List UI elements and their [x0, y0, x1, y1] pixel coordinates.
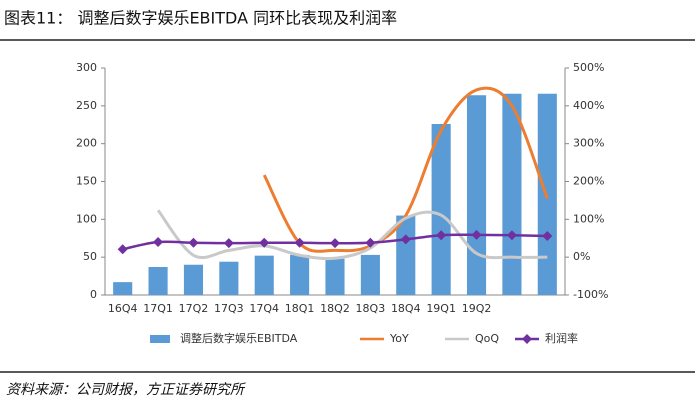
x-tick-label: 17Q1 [143, 302, 173, 315]
y2-tick-label: 300% [573, 137, 604, 150]
y-tick-label: 50 [83, 250, 97, 263]
x-tick-label: 18Q3 [356, 302, 386, 315]
bar [113, 282, 133, 295]
marker [506, 230, 517, 241]
chart-title: 图表11： 调整后数字娱乐EBITDA 同环比表现及利润率 [4, 9, 397, 28]
y2-tick-label: -100% [573, 288, 608, 301]
bar [325, 258, 345, 295]
bar [431, 123, 451, 295]
y-tick-label: 100 [76, 212, 97, 225]
x-tick-label: 19Q1 [426, 302, 456, 315]
legend-marker [522, 334, 532, 344]
y2-tick-label: 200% [573, 175, 604, 188]
marker [542, 230, 553, 241]
legend-label: YoY [389, 332, 409, 345]
y2-tick-label: 500% [573, 61, 604, 74]
legend-label: 利润率 [545, 331, 578, 345]
x-tick-label: 18Q1 [285, 302, 315, 315]
marker [294, 237, 305, 248]
line-series [156, 209, 548, 261]
y-tick-label: 150 [76, 175, 97, 188]
y-tick-label: 0 [90, 288, 97, 301]
bar [360, 254, 380, 295]
y-tick-label: 250 [76, 99, 97, 112]
bar [290, 254, 310, 295]
y-tick-label: 200 [76, 137, 97, 150]
marker [223, 238, 234, 249]
x-tick-label: 16Q4 [108, 302, 138, 315]
marker [259, 237, 270, 248]
marker [188, 237, 199, 248]
legend-label: QoQ [475, 332, 499, 345]
marker [330, 238, 340, 249]
x-tick-label: 17Q3 [214, 302, 244, 315]
bar [183, 264, 204, 295]
y-tick-label: 300 [76, 61, 97, 74]
x-tick-label: 17Q2 [179, 302, 209, 315]
x-tick-label: 17Q4 [249, 302, 279, 315]
y2-tick-label: 0% [573, 250, 590, 263]
line-series [262, 86, 549, 253]
bar [466, 95, 487, 296]
bar [396, 215, 416, 295]
bar [148, 267, 168, 295]
legend-label: 调整后数字娱乐EBITDA [180, 331, 298, 345]
marker [117, 244, 128, 255]
marker [153, 237, 164, 248]
x-tick-label: 19Q2 [462, 302, 492, 315]
marker [365, 237, 376, 248]
legend-swatch [150, 335, 170, 343]
x-tick-label: 18Q2 [320, 302, 350, 315]
bar [219, 261, 239, 295]
y2-tick-label: 100% [573, 212, 604, 225]
x-tick-label: 18Q4 [391, 302, 421, 315]
marker [400, 234, 411, 245]
marker [436, 230, 447, 241]
marker [471, 229, 482, 240]
source: 资料来源：公司财报，方正证券研究所 [6, 382, 246, 398]
bar [254, 255, 274, 295]
y2-tick-label: 400% [573, 99, 604, 112]
bar [502, 93, 522, 295]
